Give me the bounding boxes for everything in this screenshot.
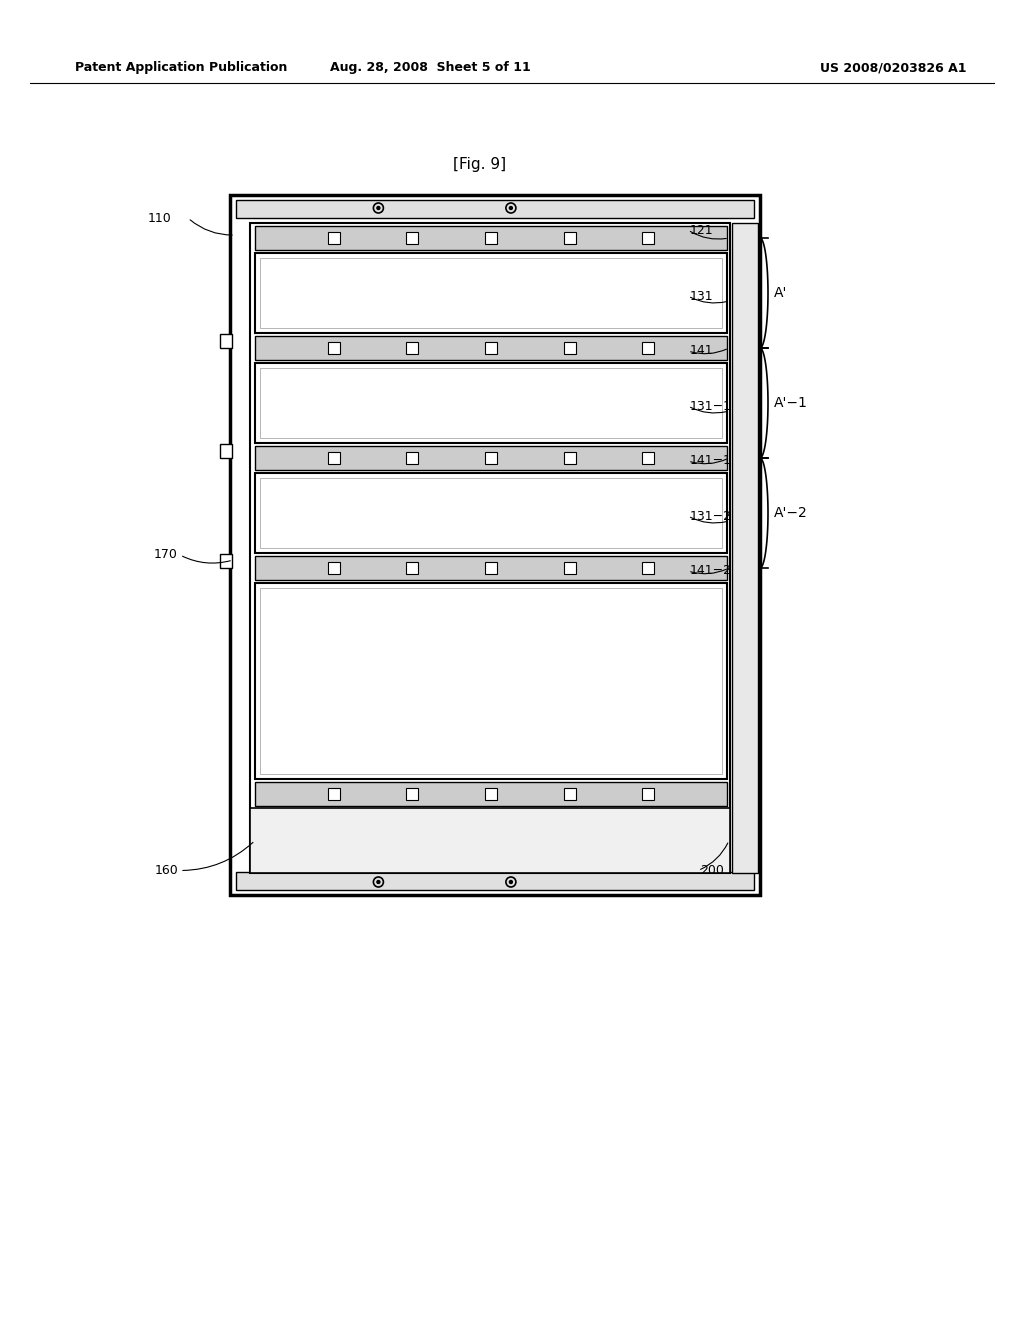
Text: 131: 131	[690, 289, 714, 302]
Circle shape	[509, 880, 512, 883]
Bar	[642, 451, 654, 465]
Bar	[260, 257, 722, 327]
Bar	[255, 473, 727, 553]
Bar	[255, 253, 727, 333]
Text: 131−2: 131−2	[690, 510, 732, 523]
Text: A': A'	[774, 286, 787, 300]
Text: 170: 170	[155, 549, 178, 561]
Bar	[485, 562, 497, 574]
Bar	[407, 342, 419, 354]
Bar	[230, 195, 760, 895]
Text: Aug. 28, 2008  Sheet 5 of 11: Aug. 28, 2008 Sheet 5 of 11	[330, 62, 530, 74]
Circle shape	[509, 206, 512, 210]
Bar	[220, 554, 232, 568]
Circle shape	[377, 880, 380, 883]
Bar	[407, 788, 419, 800]
Bar	[255, 226, 727, 249]
Text: 121: 121	[690, 223, 714, 236]
Bar	[563, 451, 575, 465]
Bar	[220, 334, 232, 348]
Text: Patent Application Publication: Patent Application Publication	[75, 62, 288, 74]
Bar	[220, 444, 232, 458]
Bar	[642, 232, 654, 244]
Bar	[328, 232, 340, 244]
Bar	[255, 583, 727, 779]
Bar	[328, 788, 340, 800]
Text: A'−2: A'−2	[774, 506, 808, 520]
Text: 160: 160	[155, 865, 178, 876]
Bar	[255, 337, 727, 360]
Bar	[407, 232, 419, 244]
Text: US 2008/0203826 A1: US 2008/0203826 A1	[820, 62, 967, 74]
Text: 110: 110	[148, 211, 172, 224]
Circle shape	[377, 206, 380, 210]
Bar	[485, 232, 497, 244]
Text: 200: 200	[700, 865, 724, 876]
Bar	[328, 562, 340, 574]
Bar	[407, 562, 419, 574]
Bar	[255, 363, 727, 444]
Bar	[250, 808, 730, 873]
Bar	[260, 368, 722, 438]
Bar	[236, 201, 754, 218]
Bar	[328, 451, 340, 465]
Bar	[255, 556, 727, 579]
Text: 131−1: 131−1	[690, 400, 732, 412]
Bar	[328, 342, 340, 354]
Bar	[260, 587, 722, 774]
Text: 141−2: 141−2	[690, 565, 732, 578]
Bar	[642, 342, 654, 354]
Bar	[563, 788, 575, 800]
Bar	[563, 232, 575, 244]
Bar	[563, 562, 575, 574]
Bar	[485, 451, 497, 465]
Text: [Fig. 9]: [Fig. 9]	[454, 157, 507, 173]
Bar	[260, 478, 722, 548]
Bar	[563, 342, 575, 354]
Bar	[732, 223, 758, 873]
Bar	[250, 223, 730, 873]
Bar	[485, 788, 497, 800]
Text: A'−1: A'−1	[774, 396, 808, 411]
Text: 141−1: 141−1	[690, 454, 732, 467]
Bar	[255, 446, 727, 470]
Bar	[485, 342, 497, 354]
Bar	[236, 873, 754, 890]
Bar	[407, 451, 419, 465]
Bar	[642, 562, 654, 574]
Bar	[255, 781, 727, 807]
Text: 141: 141	[690, 345, 714, 358]
Bar	[642, 788, 654, 800]
